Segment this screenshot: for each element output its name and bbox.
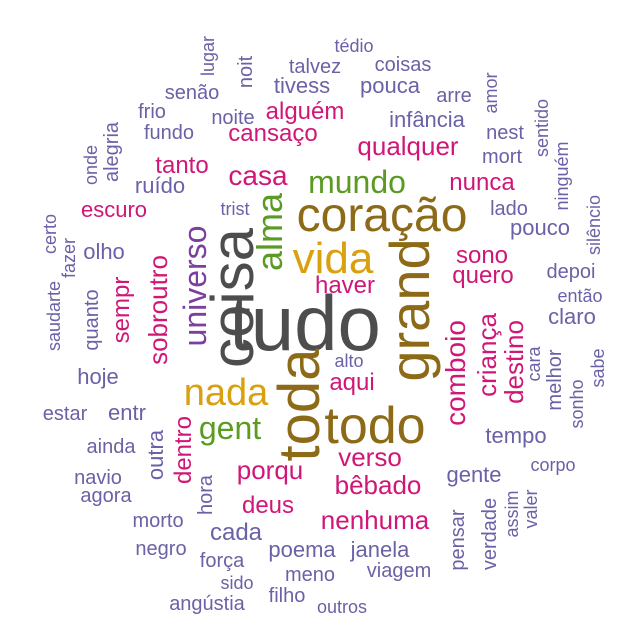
word-assim: assim xyxy=(502,490,522,538)
word-onde: onde xyxy=(81,144,101,186)
word-tivess: tivess xyxy=(273,73,331,98)
word-pouco: pouco xyxy=(510,215,570,240)
word-olho: olho xyxy=(83,239,125,264)
word-coisas: coisas xyxy=(374,54,432,76)
word-janela: janela xyxy=(350,537,410,562)
word-gente: gente xyxy=(446,462,502,487)
word-escuro: escuro xyxy=(80,197,148,222)
word-poema: poema xyxy=(268,537,336,562)
word-depoi: depoi xyxy=(546,261,596,283)
word-nada: nada xyxy=(183,372,269,414)
word-comboio: comboio xyxy=(440,320,471,426)
word-sonho: sonho xyxy=(567,379,587,429)
word-arre: arre xyxy=(436,85,472,107)
word-alegria: alegria xyxy=(101,121,123,183)
word-qualquer: qualquer xyxy=(357,131,459,161)
word-negro: negro xyxy=(135,538,187,560)
word-grand: grand xyxy=(378,238,441,382)
word-saudarte: saudarte xyxy=(44,280,64,352)
word-alma: alma xyxy=(249,192,290,272)
word-entr: entr xyxy=(108,400,146,425)
word-nenhuma: nenhuma xyxy=(320,505,430,535)
word-fundo: fundo xyxy=(143,122,195,144)
word-dentro: dentro xyxy=(170,415,197,485)
word-alto: alto xyxy=(334,351,364,371)
word-sido: sido xyxy=(220,573,254,593)
word-silencio: silêncio xyxy=(584,194,604,256)
word-hoje: hoje xyxy=(77,364,119,389)
word-navio: navio xyxy=(74,467,122,489)
word-sentido: sentido xyxy=(532,98,552,158)
word-tempo: tempo xyxy=(485,423,547,448)
word-forca: força xyxy=(199,550,245,572)
word-morto: morto xyxy=(132,510,184,532)
word-coracao: coração xyxy=(296,189,468,242)
word-valer: valer xyxy=(521,489,541,529)
word-pouca: pouca xyxy=(360,73,420,98)
word-filho: filho xyxy=(268,585,306,607)
word-fazer: fazer xyxy=(59,237,79,279)
word-ruido: ruído xyxy=(134,173,186,198)
word-porqu: porqu xyxy=(236,455,304,485)
word-melhor: melhor xyxy=(544,349,566,411)
word-crianca: criança xyxy=(472,313,502,397)
word-noite: noite xyxy=(211,107,255,129)
word-bebado: bêbado xyxy=(334,470,422,500)
word-entao: então xyxy=(557,286,603,306)
word-gent: gent xyxy=(198,410,262,446)
word-tudo: tudo xyxy=(229,279,381,367)
word-nest: nest xyxy=(486,122,524,144)
word-mundo: mundo xyxy=(308,164,406,200)
word-verso: verso xyxy=(338,442,402,472)
word-hora: hora xyxy=(195,474,217,516)
word-talvez: talvez xyxy=(288,56,342,78)
word-casa: casa xyxy=(228,160,288,191)
word-outros: outros xyxy=(316,597,368,617)
word-pensar: pensar xyxy=(447,509,469,571)
word-universo: universo xyxy=(177,225,213,347)
word-viagem: viagem xyxy=(366,560,432,582)
word-corpo: corpo xyxy=(530,455,576,475)
word-infancia: infância xyxy=(389,107,465,132)
word-claro: claro xyxy=(548,304,596,329)
word-verdade: verdade xyxy=(479,497,501,571)
word-sabe: sabe xyxy=(588,348,608,388)
word-frio: frio xyxy=(138,101,166,123)
word-quanto: quanto xyxy=(81,289,103,351)
word-vida: vida xyxy=(292,234,374,283)
word-tedio: tédio xyxy=(334,36,374,56)
word-senao: senão xyxy=(164,82,220,104)
word-haver: haver xyxy=(314,272,376,299)
word-toda: toda xyxy=(267,348,332,462)
word-tanto: tanto xyxy=(155,152,209,179)
word-cada: cada xyxy=(209,519,263,546)
word-certo: certo xyxy=(40,213,60,255)
word-todo: todo xyxy=(324,397,426,455)
word-cara: cara xyxy=(524,346,544,382)
word-quero: quero xyxy=(452,262,514,289)
word-alguem: alguém xyxy=(265,98,345,125)
word-meno: meno xyxy=(284,564,336,586)
word-agora: agora xyxy=(80,485,132,507)
word-deus: deus xyxy=(241,492,295,519)
word-estar: estar xyxy=(42,403,88,425)
word-cansaco: cansaço xyxy=(228,120,318,147)
word-mort: mort xyxy=(482,146,522,168)
word-nunca: nunca xyxy=(449,169,515,196)
word-outra: outra xyxy=(143,429,168,481)
word-lado: lado xyxy=(490,198,528,220)
word-amor: amor xyxy=(481,72,501,114)
word-ainda: ainda xyxy=(86,436,136,458)
word-trist: trist xyxy=(220,199,250,219)
word-sobroutro: sobroutro xyxy=(143,255,173,365)
word-angustia: angústia xyxy=(169,593,245,615)
word-sono: sono xyxy=(455,242,509,269)
word-ninguem: ninguém xyxy=(552,141,572,211)
word-lugar: lugar xyxy=(198,35,218,77)
word-aqui: aqui xyxy=(329,369,375,396)
word-sempr: sempr xyxy=(108,276,135,344)
word-noit: noit xyxy=(235,55,257,89)
